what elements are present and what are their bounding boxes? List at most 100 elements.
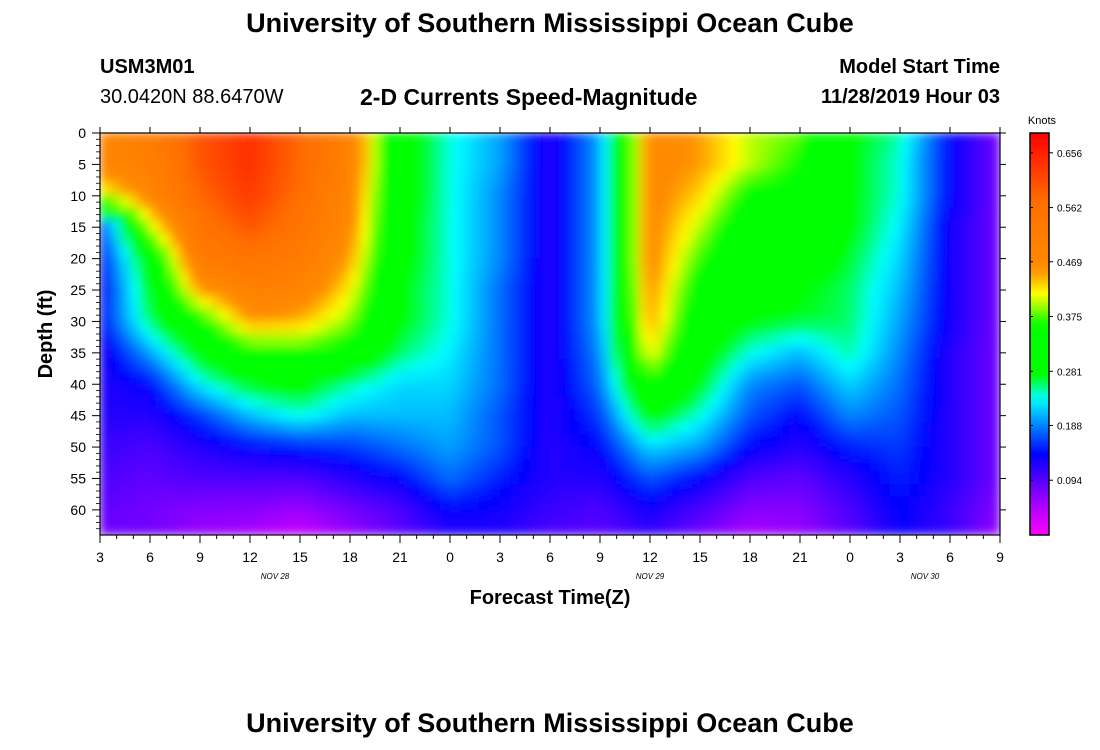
heatmap-cell [849, 408, 861, 423]
heatmap-cell [419, 320, 431, 335]
heatmap-cell [709, 295, 721, 310]
x-tick-label: 18 [742, 549, 758, 565]
heatmap-cell [539, 408, 551, 423]
heatmap-cell [549, 358, 561, 373]
heatmap-cell [329, 245, 341, 260]
heatmap-cell [759, 308, 771, 323]
heatmap-cell [109, 446, 121, 461]
heatmap-cell [309, 170, 321, 184]
heatmap-cell [809, 157, 821, 172]
heatmap-cell [899, 396, 911, 410]
heatmap-cell [669, 471, 681, 486]
heatmap-cell [209, 295, 221, 310]
heatmap-cell [719, 358, 731, 373]
heatmap-cell [199, 220, 211, 235]
heatmap-cell [709, 421, 721, 436]
heatmap-cell [649, 133, 661, 147]
heatmap-cell [739, 433, 751, 448]
heatmap-cell [100, 484, 111, 498]
heatmap-cell [589, 157, 601, 172]
heatmap-cell [769, 220, 781, 235]
heatmap-cell [939, 509, 951, 524]
heatmap-cell [459, 207, 471, 222]
heatmap-cell [349, 232, 361, 247]
x-axis-label: Forecast Time(Z) [470, 587, 631, 609]
heatmap-cell [509, 283, 521, 297]
heatmap-cell [269, 371, 281, 385]
y-tick-label: 55 [70, 470, 86, 486]
heatmap-cell [919, 308, 931, 323]
heatmap-cell [679, 144, 691, 159]
heatmap-cell [889, 283, 901, 297]
heatmap-cell [609, 345, 621, 360]
heatmap-cell [499, 358, 511, 373]
heatmap-cell [649, 144, 661, 159]
heatmap-cell [159, 509, 171, 524]
heatmap-cell [259, 295, 271, 310]
heatmap-cell [889, 408, 901, 423]
heatmap-cell [179, 133, 191, 147]
heatmap-cell [979, 182, 991, 197]
heatmap-cell [109, 283, 121, 297]
heatmap-cell [729, 459, 741, 473]
heatmap-cell [789, 283, 801, 297]
heatmap-cell [739, 358, 751, 373]
heatmap-cell [809, 283, 821, 297]
heatmap-cell [579, 182, 591, 197]
heatmap-cell [359, 408, 371, 423]
heatmap-cell [459, 333, 471, 348]
heatmap-cell [179, 308, 191, 323]
heatmap-cell [279, 433, 291, 448]
heatmap-cell [869, 459, 881, 473]
heatmap-cell [669, 195, 681, 209]
heatmap-cell [289, 320, 301, 335]
heatmap-cell [529, 358, 541, 373]
heatmap-cell [349, 333, 361, 348]
heatmap-cell [259, 207, 271, 222]
heatmap-cell [699, 220, 711, 235]
x-tick-label: 12 [642, 549, 658, 565]
heatmap-cell [379, 157, 391, 172]
heatmap-cell [839, 295, 851, 310]
heatmap-cell [869, 207, 881, 222]
heatmap-cell [469, 144, 481, 159]
heatmap-cell [339, 170, 351, 184]
heatmap-cell [219, 270, 231, 285]
heatmap-cell [179, 207, 191, 222]
heatmap-cell [879, 258, 891, 272]
heatmap-cell [119, 258, 131, 272]
heatmap-cell [369, 320, 381, 335]
heatmap-cell [759, 446, 771, 461]
heatmap-cell [109, 133, 121, 147]
heatmap-cell [109, 383, 121, 398]
heatmap-cell [349, 295, 361, 310]
heatmap-cell [869, 484, 881, 498]
heatmap-cell [609, 333, 621, 348]
heatmap-cell [229, 245, 241, 260]
heatmap-cell [969, 207, 981, 222]
heatmap-cell [129, 496, 141, 511]
heatmap-cell [579, 133, 591, 147]
heatmap-cell [409, 258, 421, 272]
heatmap-cell [159, 408, 171, 423]
heatmap-cell [829, 220, 841, 235]
heatmap-cell [889, 308, 901, 323]
heatmap-cell [809, 408, 821, 423]
heatmap-cell [479, 270, 491, 285]
heatmap-cell [689, 232, 701, 247]
heatmap-cell [249, 182, 261, 197]
heatmap-cell [469, 295, 481, 310]
heatmap-cell [179, 157, 191, 172]
heatmap-cell [769, 258, 781, 272]
heatmap-cell [369, 157, 381, 172]
heatmap-cell [689, 308, 701, 323]
heatmap-cell [849, 371, 861, 385]
heatmap-cell [269, 157, 281, 172]
heatmap-cell [929, 220, 941, 235]
heatmap-cell [739, 270, 751, 285]
heatmap-cell [309, 207, 321, 222]
heatmap-cell [409, 245, 421, 260]
heatmap-cell [599, 471, 611, 486]
heatmap-cell [329, 170, 341, 184]
heatmap-cell [859, 459, 871, 473]
